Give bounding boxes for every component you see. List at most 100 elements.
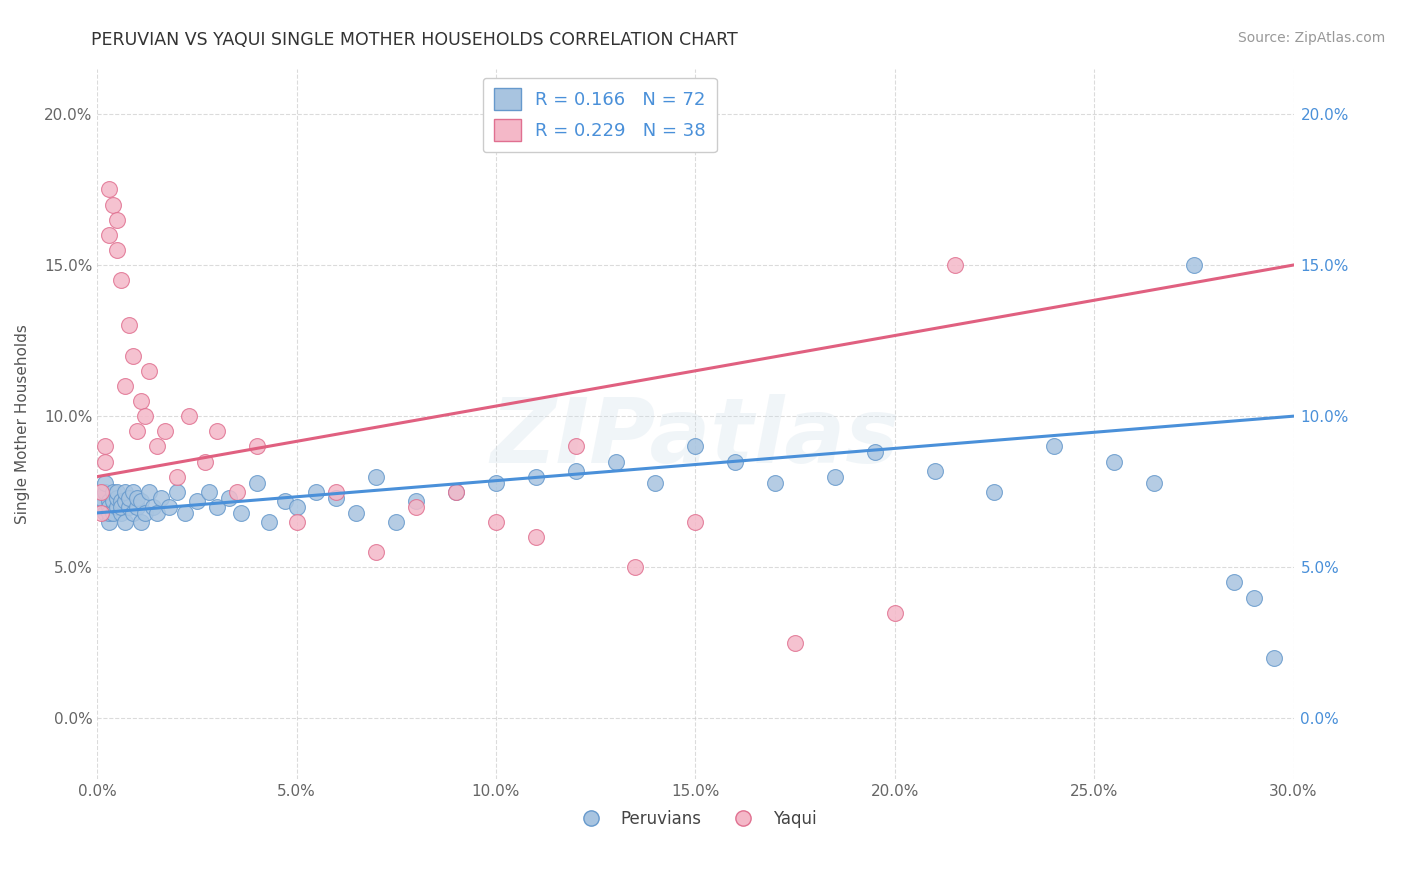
Point — [125, 500, 148, 514]
Point — [125, 424, 148, 438]
Point — [110, 493, 132, 508]
Legend: Peruvians, Yaqui: Peruvians, Yaqui — [567, 803, 824, 835]
Point — [94, 454, 117, 468]
Point — [924, 464, 946, 478]
Point — [94, 439, 117, 453]
Point — [129, 394, 152, 409]
Point — [98, 500, 121, 514]
Point — [134, 409, 156, 424]
Point — [186, 493, 208, 508]
Point — [98, 515, 121, 529]
Point — [1043, 439, 1066, 453]
Point — [149, 491, 172, 505]
Point — [366, 469, 388, 483]
Point — [146, 439, 169, 453]
Text: Source: ZipAtlas.com: Source: ZipAtlas.com — [1237, 31, 1385, 45]
Point — [983, 484, 1005, 499]
Point — [98, 493, 121, 508]
Point — [1243, 591, 1265, 605]
Y-axis label: Single Mother Households: Single Mother Households — [15, 324, 30, 524]
Point — [1143, 475, 1166, 490]
Point — [246, 439, 269, 453]
Point — [114, 515, 136, 529]
Point — [205, 500, 228, 514]
Point — [524, 469, 547, 483]
Point — [134, 506, 156, 520]
Point — [285, 500, 308, 514]
Point — [110, 273, 132, 287]
Point — [98, 506, 121, 520]
Point — [101, 484, 124, 499]
Point — [101, 493, 124, 508]
Point — [98, 227, 121, 242]
Point — [101, 506, 124, 520]
Point — [218, 491, 240, 505]
Point — [122, 349, 145, 363]
Point — [98, 182, 121, 196]
Point — [177, 409, 200, 424]
Point — [205, 424, 228, 438]
Point — [783, 636, 806, 650]
Point — [863, 445, 886, 459]
Point — [257, 515, 280, 529]
Point — [105, 484, 128, 499]
Point — [101, 197, 124, 211]
Point — [118, 491, 141, 505]
Point — [485, 515, 508, 529]
Point — [325, 484, 347, 499]
Point — [105, 243, 128, 257]
Point — [90, 491, 112, 505]
Point — [1222, 575, 1244, 590]
Point — [246, 475, 269, 490]
Point — [564, 439, 586, 453]
Point — [485, 475, 508, 490]
Point — [122, 484, 145, 499]
Point — [385, 515, 408, 529]
Point — [146, 506, 169, 520]
Point — [166, 484, 188, 499]
Point — [273, 493, 295, 508]
Point — [110, 506, 132, 520]
Point — [94, 484, 117, 499]
Point — [105, 212, 128, 227]
Point — [94, 475, 117, 490]
Point — [157, 500, 180, 514]
Point — [114, 379, 136, 393]
Point — [166, 469, 188, 483]
Point — [90, 500, 112, 514]
Point — [524, 530, 547, 544]
Point — [1102, 454, 1125, 468]
Point — [138, 484, 160, 499]
Point — [90, 484, 112, 499]
Point — [138, 364, 160, 378]
Point — [1182, 258, 1205, 272]
Point — [90, 506, 112, 520]
Point — [125, 491, 148, 505]
Point — [943, 258, 966, 272]
Point — [685, 515, 707, 529]
Point — [564, 464, 586, 478]
Point — [94, 506, 117, 520]
Point — [605, 454, 627, 468]
Point — [114, 493, 136, 508]
Point — [285, 515, 308, 529]
Point — [225, 484, 247, 499]
Point — [405, 493, 427, 508]
Point — [105, 500, 128, 514]
Point — [883, 606, 905, 620]
Point — [444, 484, 467, 499]
Point — [122, 506, 145, 520]
Point — [405, 500, 427, 514]
Point — [194, 454, 217, 468]
Point — [197, 484, 219, 499]
Point — [685, 439, 707, 453]
Point — [173, 506, 195, 520]
Point — [1263, 651, 1285, 665]
Point — [644, 475, 666, 490]
Point — [142, 500, 165, 514]
Point — [105, 491, 128, 505]
Point — [724, 454, 747, 468]
Point — [366, 545, 388, 559]
Point — [118, 500, 141, 514]
Point — [129, 493, 152, 508]
